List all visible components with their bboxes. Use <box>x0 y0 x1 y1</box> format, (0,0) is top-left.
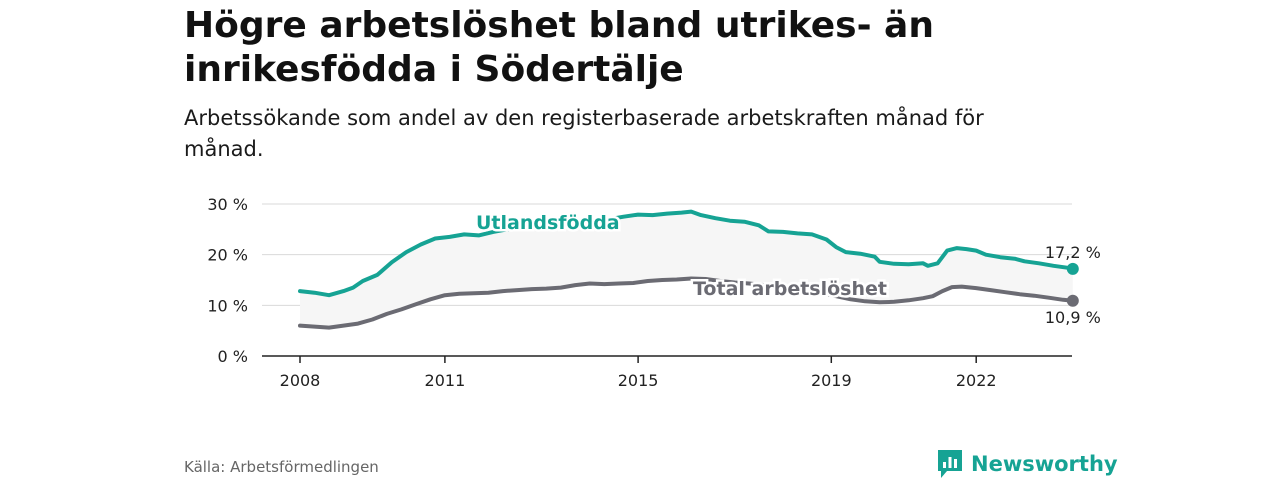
end-value-label-total: 10,9 % <box>1045 308 1101 327</box>
label-layer: Utlandsfödda Total arbetslöshet 17,2 % 10,9… <box>474 210 1101 327</box>
axes: 0 % 10 % 20 % 30 % 2008 2011 2015 2019 2022 <box>207 195 1072 390</box>
x-tick-label-2019: 2019 <box>811 371 852 390</box>
y-tick-label-20: 20 % <box>207 246 248 265</box>
series-line-utlandsf-dda <box>298 209 1075 298</box>
end-value-label-utlandsfodda: 17,2 % <box>1045 243 1101 262</box>
series-label-total-arbetsloshet: Total arbetslöshet <box>693 278 887 300</box>
x-tick-label-2011: 2011 <box>425 371 466 390</box>
series-end-dot-utlandsf-dda <box>1066 262 1079 275</box>
y-tick-label-0: 0 % <box>218 347 248 366</box>
brand-name: Newsworthy <box>971 452 1118 476</box>
y-tick-label-30: 30 % <box>207 195 248 214</box>
newsworthy-logo-icon <box>938 450 962 478</box>
series-layer <box>298 209 1079 330</box>
series-end-dot-total-arbetsl-shet <box>1066 294 1079 307</box>
x-tick-label-2015: 2015 <box>618 371 659 390</box>
x-tick-label-2022: 2022 <box>956 371 997 390</box>
brand-logo: Newsworthy <box>937 449 1118 479</box>
y-tick-label-10: 10 % <box>207 296 248 315</box>
gap-area-fill <box>300 211 1073 328</box>
series-label-utlandsfodda: Utlandsfödda <box>476 212 620 234</box>
chart-subtitle: Arbetssökande som andel av den registerb… <box>184 106 984 161</box>
line-chart: 0 % 10 % 20 % 30 % 2008 2011 2015 2019 2022 Utla… <box>207 195 1101 390</box>
source-note: Källa: Arbetsförmedlingen <box>184 458 379 476</box>
chart-title: Högre arbetslöshet bland utrikes- än inr… <box>184 5 934 90</box>
series-line-total-arbetsl-shet <box>298 276 1075 330</box>
x-tick-label-2008: 2008 <box>280 371 321 390</box>
